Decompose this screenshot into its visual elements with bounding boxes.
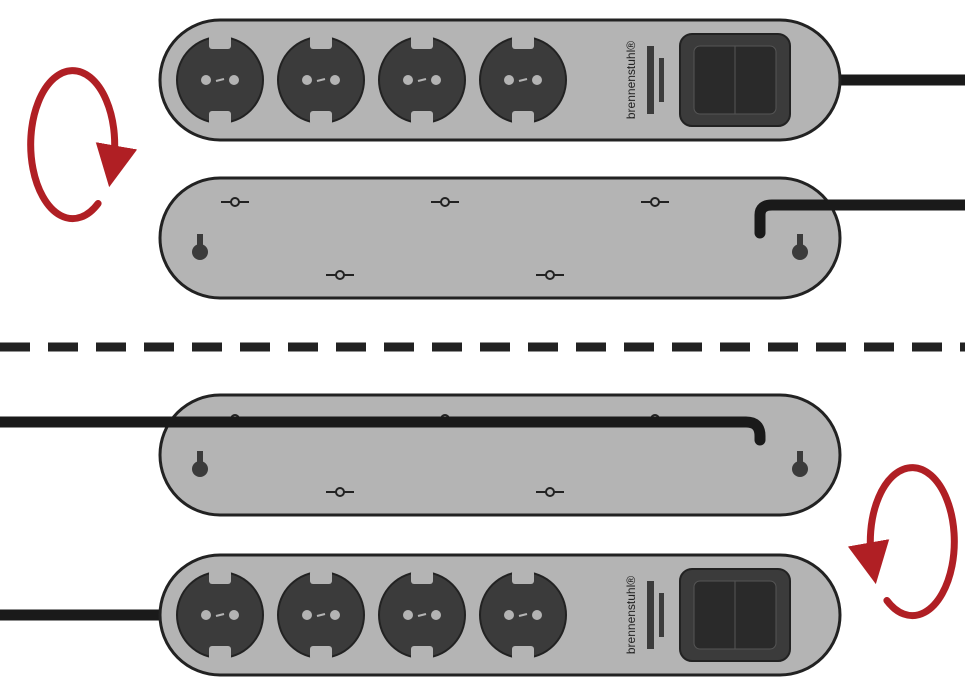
schuko-socket <box>379 570 465 660</box>
rotation-arrow <box>31 71 115 219</box>
schuko-socket <box>480 35 566 125</box>
schuko-socket <box>177 35 263 125</box>
diagram: brennenstuhl® brennenstuhl® <box>0 0 965 695</box>
schuko-socket <box>379 35 465 125</box>
rotation-arrow <box>870 468 954 616</box>
rocker-switch <box>680 569 790 661</box>
brand-text: brennenstuhl® <box>624 41 638 119</box>
brand-text: brennenstuhl® <box>624 576 638 654</box>
schuko-socket <box>480 570 566 660</box>
rocker-switch <box>680 34 790 126</box>
schuko-socket <box>278 570 364 660</box>
schuko-socket <box>177 570 263 660</box>
power-strip-body <box>160 395 840 515</box>
power-strip-body <box>160 178 840 298</box>
schuko-socket <box>278 35 364 125</box>
